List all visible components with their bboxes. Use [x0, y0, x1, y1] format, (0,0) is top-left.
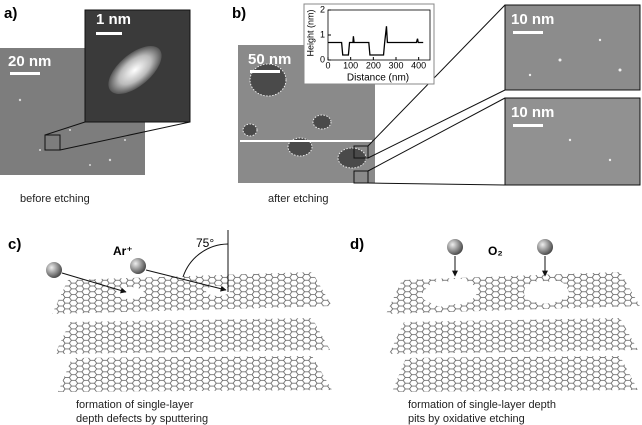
graphene-sheet: [389, 318, 638, 354]
ion: [130, 258, 146, 274]
defect: [116, 287, 144, 299]
ion: [46, 262, 62, 278]
x-axis-label: Distance (nm): [347, 73, 409, 84]
scale-bar: [10, 72, 40, 75]
x-tick-label: 200: [366, 60, 381, 70]
gas-label: O₂: [488, 244, 503, 258]
scale-bar: [513, 31, 543, 34]
x-tick-label: 100: [343, 60, 358, 70]
scale-label: 1 nm: [96, 11, 131, 28]
caption: formation of single-layer depth: [408, 399, 556, 411]
molecule: [447, 239, 463, 255]
x-tick-label: 0: [325, 60, 330, 70]
panel-label: d): [350, 236, 364, 253]
scale-label: 20 nm: [8, 53, 51, 70]
height-profile: Height (nm) Distance (nm) 0 1 2 0 100 200 300 4…: [304, 4, 434, 84]
caption: depth defects by sputtering: [76, 413, 208, 425]
panel-label: a): [4, 5, 17, 22]
y-tick-label: 0: [320, 54, 325, 64]
panel-label: b): [232, 5, 246, 22]
graphene-sheet: [392, 356, 638, 392]
y-axis-label: Height (nm): [305, 9, 315, 56]
angle-label: 75°: [196, 236, 214, 250]
scale-bar: [96, 32, 122, 35]
scale-bar: [513, 124, 543, 127]
scale-bar: [250, 70, 280, 73]
caption: pits by oxidative etching: [408, 413, 525, 425]
y-tick-label: 1: [320, 29, 325, 39]
ion-label: Ar⁺: [113, 244, 133, 258]
scale-label: 10 nm: [511, 11, 554, 28]
x-tick-label: 400: [411, 60, 426, 70]
caption: before etching: [20, 193, 90, 205]
figure: a) 20 nm 1 nm before etching b) 50 nm 10…: [0, 0, 642, 425]
graphene-sheet: [55, 318, 330, 354]
panel-label: c): [8, 236, 21, 253]
molecule: [537, 239, 553, 255]
y-tick-label: 2: [320, 4, 325, 14]
caption: formation of single-layer: [76, 399, 194, 411]
scale-label: 50 nm: [248, 51, 291, 68]
scale-label: 10 nm: [511, 104, 554, 121]
graphene-sheet: [52, 272, 332, 314]
graphene-sheet: [58, 356, 332, 392]
x-tick-label: 300: [388, 60, 403, 70]
caption: after etching: [268, 193, 329, 205]
